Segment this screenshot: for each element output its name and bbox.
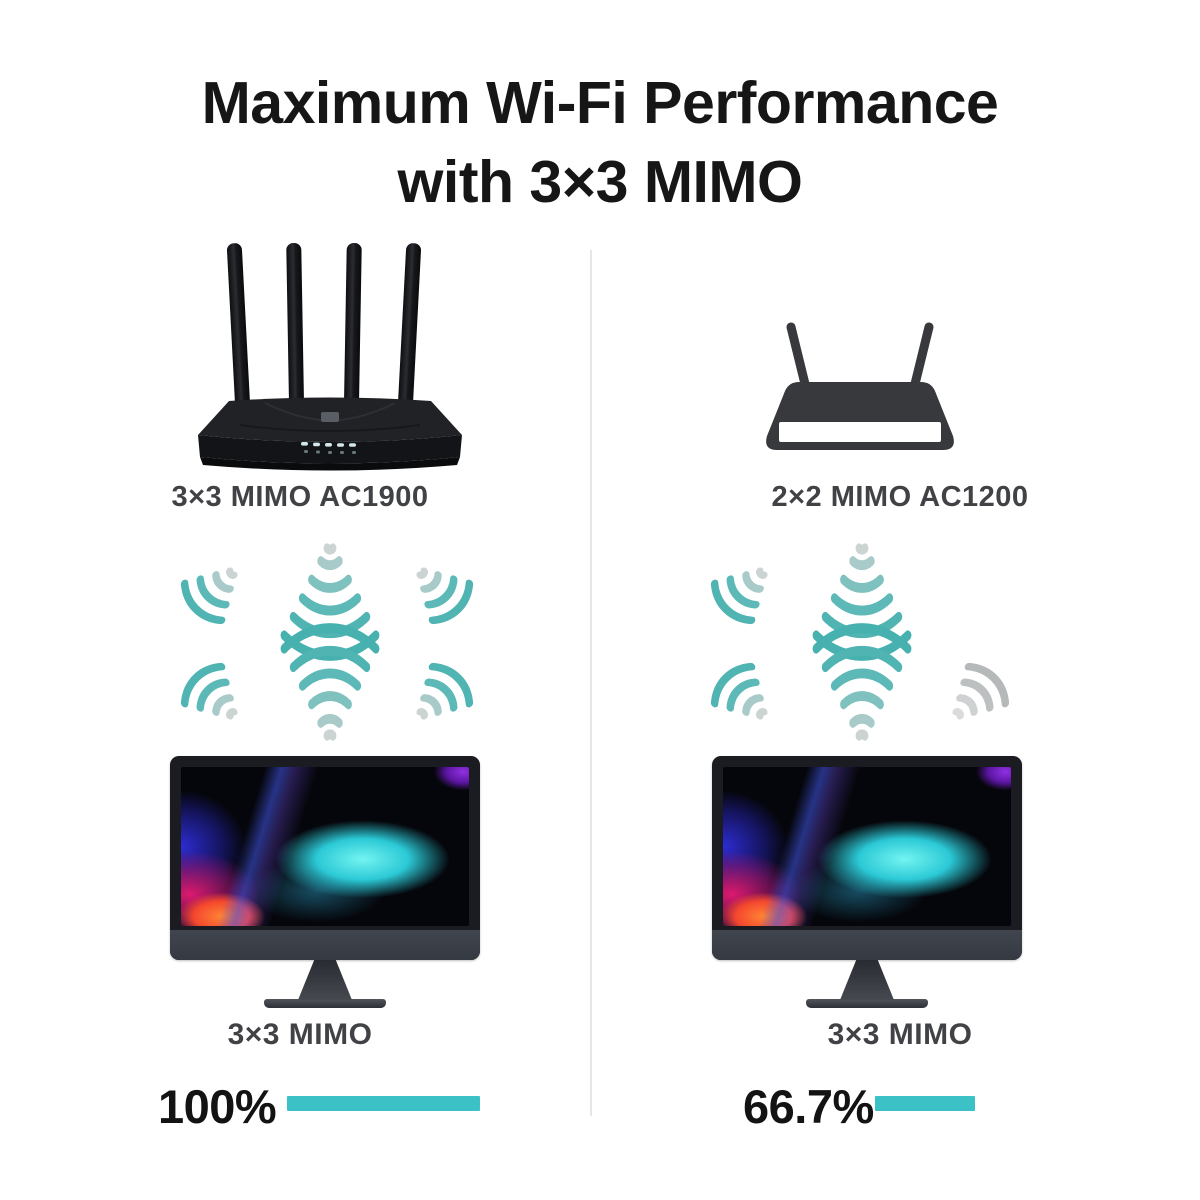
wifi-wave-icon	[812, 628, 912, 750]
router-photo-3x3-icon	[195, 242, 465, 475]
antenna-icon	[226, 242, 250, 404]
router-led-lights	[301, 442, 356, 454]
wifi-wave-icon	[384, 535, 487, 638]
page-title: Maximum Wi-Fi Performance with 3×3 MIMO	[0, 64, 1200, 222]
monitor-stand	[298, 960, 352, 1000]
client-label-left: 3×3 MIMO	[227, 1018, 373, 1051]
performance-bar-left	[287, 1096, 480, 1111]
monitor-icon	[170, 756, 480, 1008]
monitor-base	[264, 999, 386, 1008]
divider-line	[590, 250, 592, 1116]
wifi-wave-icon	[166, 535, 269, 638]
monitor-bezel	[712, 756, 1022, 960]
antenna-icon	[398, 242, 422, 404]
right-comparison-panel: 2×2 MIMO AC1200 3×3 MIMO 66.7%	[600, 0, 1200, 1200]
router-body-icon	[198, 397, 462, 471]
performance-value-left: 100%	[158, 1080, 277, 1133]
wifi-wave-icon-inactive	[920, 648, 1023, 751]
tp-link-logo	[321, 412, 339, 422]
monitor-base	[806, 999, 928, 1008]
monitor-screen-wallpaper	[723, 767, 1011, 926]
router-icon-2x2	[766, 322, 954, 450]
wifi-wave-icon	[280, 628, 380, 750]
title-line-1: Maximum Wi-Fi Performance	[201, 70, 999, 136]
performance-value-right: 66.7%	[743, 1080, 874, 1133]
antenna-icon	[344, 242, 362, 404]
monitor-icon	[712, 756, 1022, 1008]
performance-bar-right	[875, 1096, 975, 1111]
wifi-wave-icon	[384, 648, 487, 751]
monitor-chin	[712, 930, 1022, 960]
left-comparison-panel: 3×3 MIMO AC1900 3×3 MIMO 10	[158, 242, 487, 1133]
wifi-wave-icon	[696, 535, 799, 638]
monitor-bezel	[170, 756, 480, 960]
wifi-wave-icon	[166, 648, 269, 751]
router-front-band	[779, 422, 941, 442]
client-label-right: 3×3 MIMO	[827, 1018, 973, 1051]
monitor-stand	[840, 960, 894, 1000]
router-label-left: 3×3 MIMO AC1900	[171, 481, 429, 513]
title-line-2: with 3×3 MIMO	[397, 149, 803, 215]
router-label-right: 2×2 MIMO AC1200	[771, 481, 1029, 513]
antenna-icon	[286, 242, 304, 404]
monitor-chin	[170, 930, 480, 960]
wifi-wave-icon	[696, 648, 799, 751]
monitor-screen-wallpaper	[181, 767, 469, 926]
